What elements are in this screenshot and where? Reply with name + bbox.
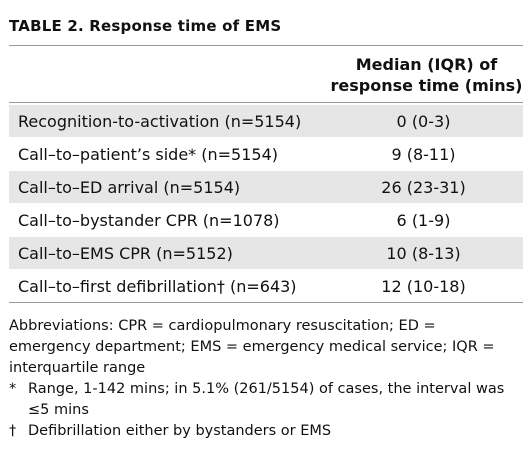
row-value: 26 (23-31) <box>381 177 466 197</box>
row-label: Call–to–ED arrival (n=5154) <box>18 177 241 197</box>
footnotes: Abbreviations: CPR = cardiopulmonary res… <box>9 316 509 442</box>
column-header: Median (IQR) of response time (mins) <box>330 55 523 95</box>
table-row: Call–to–first defibrillation† (n=643) 12 … <box>9 269 523 302</box>
table-row: Call–to–EMS CPR (n=5152) 10 (8-13) <box>9 236 523 269</box>
abbreviations: Abbreviations: CPR = cardiopulmonary res… <box>9 318 495 376</box>
row-label: Call–to–first defibrillation† (n=643) <box>18 276 297 296</box>
row-value: 10 (8-13) <box>386 243 461 263</box>
footnote-symbol: † <box>9 423 17 439</box>
footnote-text: Defibrillation either by bystanders or E… <box>28 423 332 439</box>
table-row: Recognition-to-activation (n=5154) 0 (0-3… <box>9 104 523 137</box>
row-value: 6 (1-9) <box>396 210 451 230</box>
footnote: * Range, 1-142 mins; in 5.1% (261/5154) o… <box>9 379 509 421</box>
row-value: 9 (8-11) <box>391 144 456 164</box>
row-label: Call–to–EMS CPR (n=5152) <box>18 243 233 263</box>
row-label: Call–to–patient’s side* (n=5154) <box>18 144 278 164</box>
row-value: 0 (0-3) <box>396 111 451 131</box>
table-body: Recognition-to-activation (n=5154) 0 (0-3… <box>9 104 523 303</box>
table-row: Call–to–patient’s side* (n=5154) 9 (8-11) <box>9 137 523 170</box>
table-title: TABLE 2. Response time of EMS <box>9 17 282 35</box>
table-row: Call–to–bystander CPR (n=1078) 6 (1-9) <box>9 203 523 236</box>
footnote-symbol: * <box>9 381 17 397</box>
row-label: Call–to–bystander CPR (n=1078) <box>18 210 280 230</box>
rule <box>9 45 523 46</box>
table-row: Call–to–ED arrival (n=5154) 26 (23-31) <box>9 170 523 203</box>
footnote: † Defibrillation either by bystanders or … <box>9 421 509 442</box>
row-value: 12 (10-18) <box>381 276 466 296</box>
table-header: Median (IQR) of response time (mins) <box>9 46 523 103</box>
footnote-text: Range, 1-142 mins; in 5.1% (261/5154) of… <box>28 381 505 418</box>
row-label: Recognition-to-activation (n=5154) <box>18 111 302 131</box>
